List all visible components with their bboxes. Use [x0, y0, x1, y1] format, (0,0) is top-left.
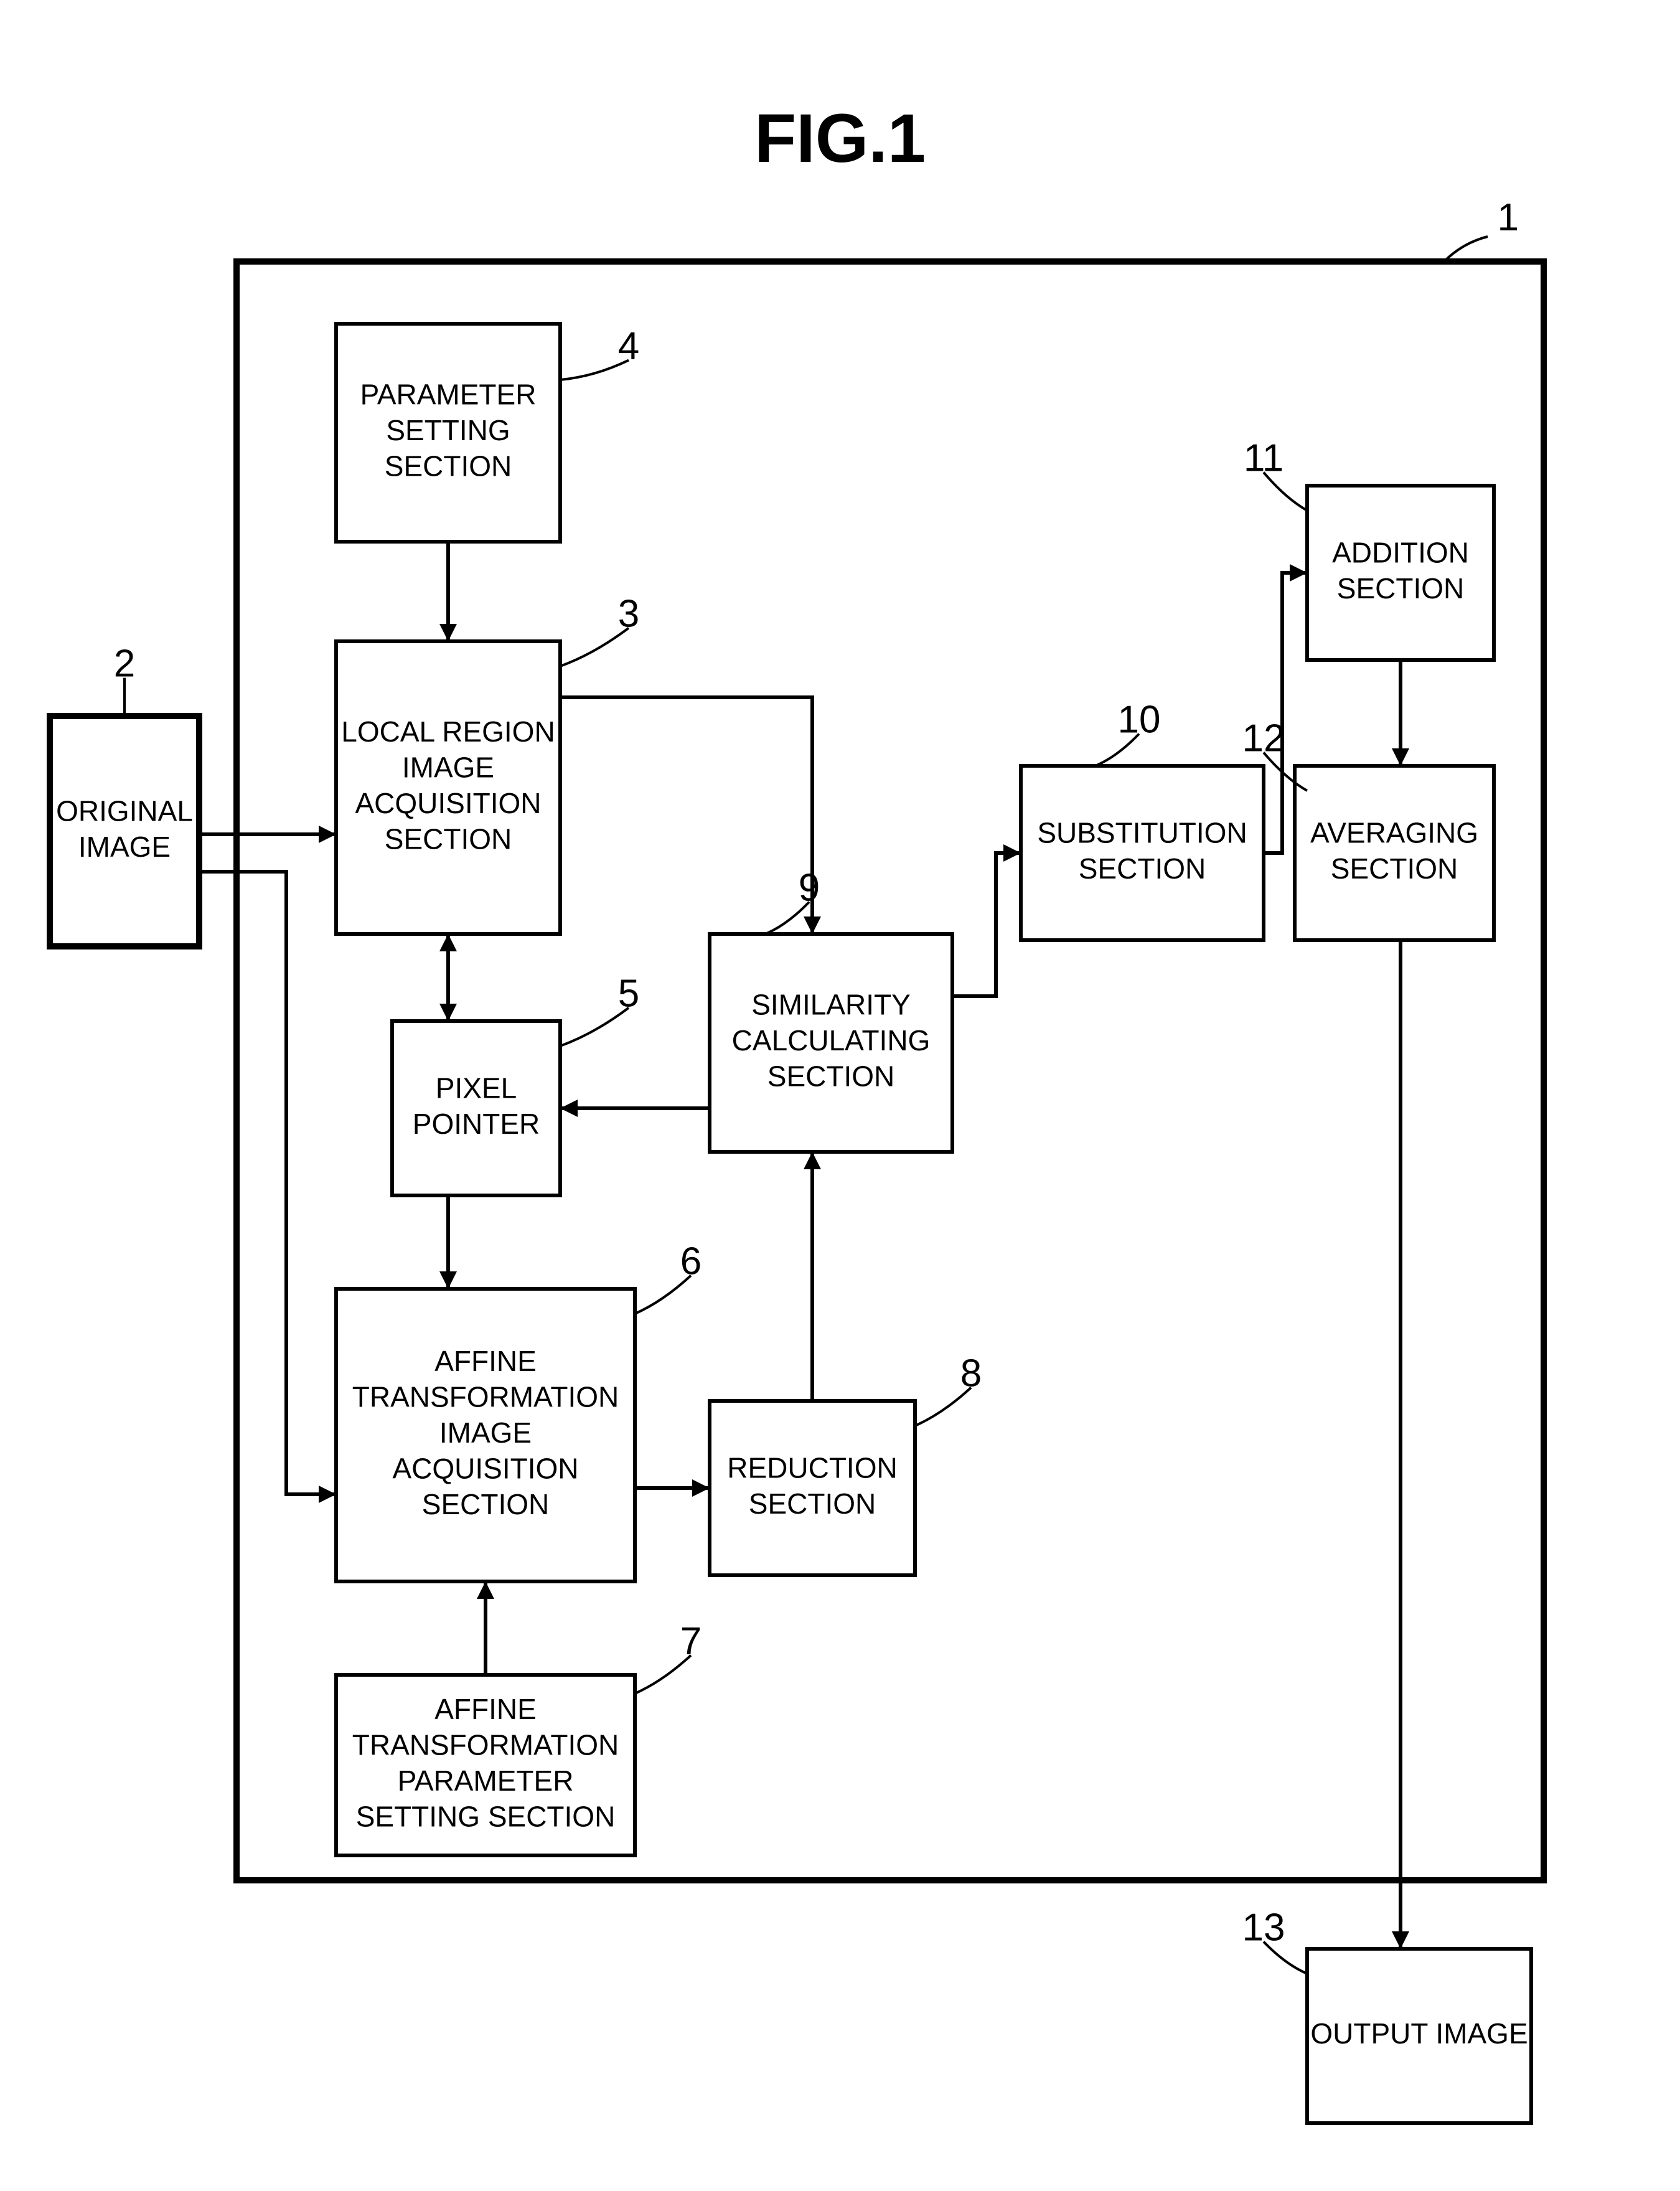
diagram-root: FIG.11ORIGINALIMAGE2PARAMETERSETTINGSECT… [0, 0, 1680, 2191]
block-label: OUTPUT IMAGE [1310, 2017, 1527, 2050]
block-label: SECTION [767, 1060, 894, 1093]
block-label: SECTION [749, 1487, 876, 1520]
block-label: ADDITION [1332, 536, 1469, 568]
block-b8: REDUCTIONSECTION [710, 1401, 915, 1575]
block-label: SETTING [386, 414, 510, 446]
block-label: PARAMETER [398, 1765, 574, 1797]
block-label: SECTION [385, 450, 512, 483]
block-b4: PARAMETERSETTING SECTION [336, 324, 560, 542]
block-label: ORIGINAL [56, 794, 193, 827]
block-label: PIXEL [436, 1072, 517, 1104]
block-b7: AFFINETRANSFORMATION PARAMETERSETTING SEC… [336, 1675, 635, 1855]
block-b10: SUBSTITUTIONSECTION [1021, 766, 1264, 940]
block-label: AFFINE [434, 1345, 537, 1377]
block-label: ACQUISITION [355, 787, 541, 819]
block-label: SIMILARITY [751, 989, 911, 1021]
block-b6: AFFINE TRANSFORMATIONIMAGE ACQUISITIONSECT… [336, 1289, 635, 1581]
block-label: IMAGE [439, 1416, 532, 1449]
block-label: TRANSFORMATION [352, 1728, 619, 1761]
block-label: POINTER [413, 1108, 540, 1140]
block-label: REDUCTION [727, 1451, 897, 1484]
block-label: SECTION [385, 822, 512, 855]
block-label: CALCULATING [732, 1024, 931, 1057]
block-label: LOCAL REGION [341, 715, 555, 748]
block-label: SETTING SECTION [356, 1800, 616, 1832]
block-label: AVERAGING [1310, 816, 1478, 849]
block-label: AFFINE [434, 1693, 537, 1725]
block-label: PARAMETER [360, 379, 537, 411]
block-b9: SIMILARITYCALCULATINGSECTION [710, 934, 952, 1152]
block-b5: PIXEL POINTER [392, 1021, 560, 1195]
block-b12: AVERAGINGSECTION [1295, 766, 1494, 940]
block-b3: LOCAL REGIONIMAGE ACQUISITIONSECTION [336, 641, 560, 934]
block-b13: OUTPUT IMAGE [1307, 1949, 1531, 2123]
block-label: SUBSTITUTION [1037, 816, 1247, 849]
block-label: SECTION [422, 1488, 549, 1520]
figure-title: FIG.1 [754, 100, 926, 177]
block-label: IMAGE [402, 751, 494, 783]
block-b11: ADDITION SECTION [1307, 486, 1494, 660]
block-label: SECTION [1079, 852, 1206, 885]
block-b2: ORIGINAL IMAGE [50, 716, 199, 946]
block-label: IMAGE [78, 831, 171, 863]
block-label: ACQUISITION [392, 1453, 578, 1485]
block-label: SECTION [1337, 572, 1464, 605]
container-ref: 1 [1498, 196, 1519, 239]
block-label: TRANSFORMATION [352, 1381, 619, 1413]
block-label: SECTION [1331, 852, 1458, 885]
